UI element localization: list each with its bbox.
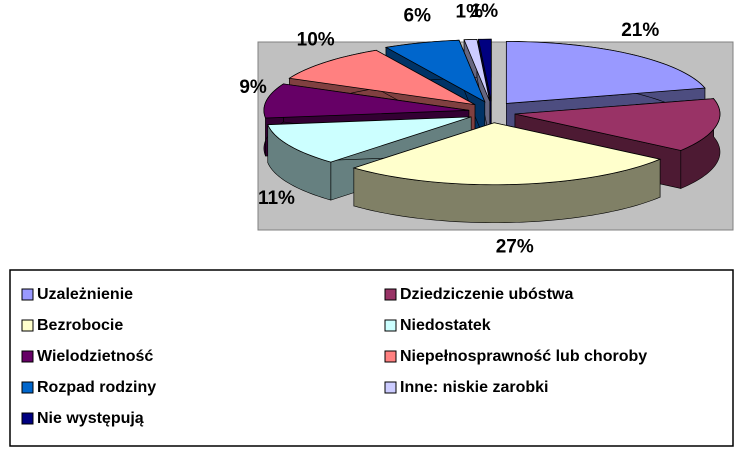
legend-label: Dziedziczenie ubóstwa — [400, 286, 573, 303]
legend-box — [9, 269, 734, 447]
legend-label: Niedostatek — [400, 317, 491, 334]
data-label: 10% — [297, 29, 335, 50]
data-label: 6% — [404, 6, 432, 27]
slice — [263, 83, 469, 119]
legend-label: Uzależnienie — [37, 286, 133, 303]
data-label: 21% — [621, 20, 659, 41]
legend-swatch — [21, 288, 34, 301]
data-label: 1% — [471, 1, 499, 22]
slice — [288, 49, 476, 106]
legend-swatch — [21, 350, 34, 363]
slice — [514, 98, 721, 151]
legend-swatch — [384, 288, 397, 301]
legend-label: Rozpad rodziny — [37, 379, 156, 396]
data-label: 11% — [258, 188, 295, 209]
data-label: 9% — [239, 77, 267, 98]
slice — [384, 39, 486, 103]
data-label: 1% — [456, 2, 484, 23]
legend-label: Bezrobocie — [37, 317, 123, 334]
legend-label: Nie występują — [37, 410, 144, 427]
legend-label: Niepełnosprawność lub choroby — [400, 348, 647, 365]
legend-swatch — [21, 319, 34, 332]
legend-swatch — [384, 350, 397, 363]
slice — [463, 38, 491, 102]
slice — [352, 122, 662, 186]
legend-swatch — [384, 319, 397, 332]
slice — [505, 41, 706, 104]
legend-swatch — [21, 381, 34, 394]
slice — [477, 38, 492, 102]
data-label: 27% — [496, 237, 534, 258]
legend-swatch — [384, 381, 397, 394]
legend-label: Wielodzietność — [37, 348, 153, 365]
legend-label: Inne: niskie zarobki — [400, 379, 548, 396]
slice — [267, 116, 472, 163]
legend-swatch — [21, 412, 34, 425]
